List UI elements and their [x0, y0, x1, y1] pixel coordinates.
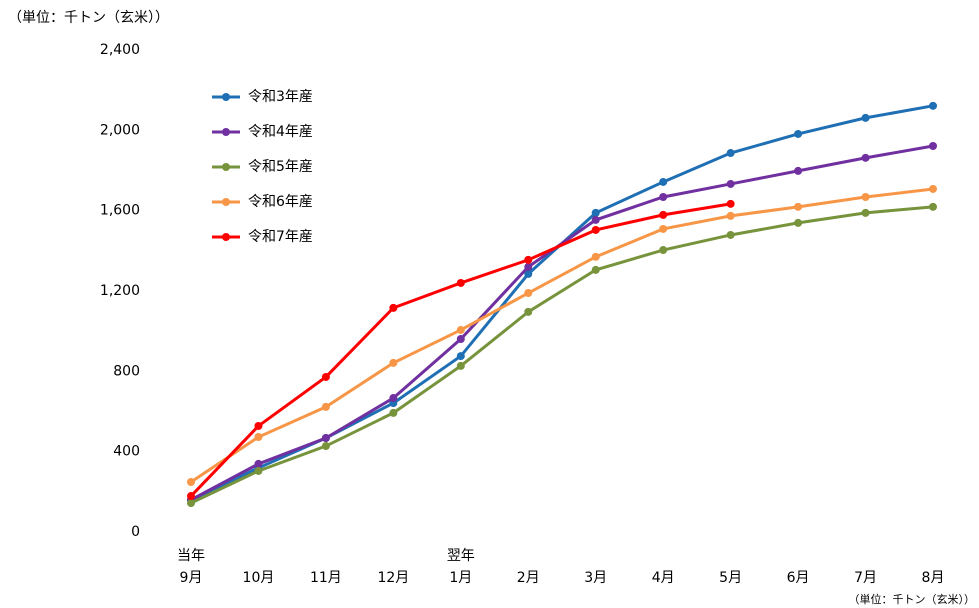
data-point — [861, 193, 870, 202]
legend-marker — [222, 163, 230, 171]
year-label: 翌年 — [447, 548, 475, 564]
data-point — [726, 179, 735, 188]
data-point — [456, 278, 465, 287]
data-point — [524, 289, 533, 298]
data-point — [591, 252, 600, 261]
data-point — [794, 202, 803, 211]
y-tick-label: 2,000 — [100, 122, 140, 138]
data-point — [389, 408, 398, 417]
unit-label: （単位：千トン（玄米）） — [8, 9, 169, 26]
data-point — [321, 442, 330, 451]
x-tick-label: 12月 — [377, 570, 409, 586]
legend-label: 令和4年産 — [248, 124, 313, 140]
data-point — [187, 477, 195, 486]
data-point — [861, 113, 870, 122]
data-point — [456, 325, 465, 334]
data-point — [659, 193, 668, 202]
x-tick-label: 4月 — [652, 570, 675, 586]
data-point — [591, 225, 600, 234]
legend-marker — [222, 93, 230, 101]
data-point — [456, 352, 465, 361]
legend-marker — [222, 233, 230, 241]
series-line — [190, 205, 934, 505]
data-point — [659, 224, 668, 233]
data-point — [726, 199, 735, 208]
data-point — [524, 262, 533, 271]
data-point — [726, 230, 735, 239]
series-line — [190, 187, 934, 484]
x-tick-label: 6月 — [787, 570, 810, 586]
data-point — [726, 211, 735, 220]
data-point — [659, 210, 668, 219]
x-tick-label: 11月 — [310, 570, 342, 586]
x-tick-label: 1月 — [449, 570, 472, 586]
data-point — [794, 218, 803, 227]
data-point — [254, 433, 263, 442]
data-point — [254, 459, 263, 468]
data-point — [726, 149, 735, 158]
data-point — [861, 208, 870, 217]
data-point — [321, 402, 330, 411]
y-tick-label: 800 — [113, 363, 140, 379]
data-point — [929, 202, 937, 211]
data-point — [254, 466, 263, 475]
data-point — [929, 101, 937, 110]
data-point — [389, 394, 398, 403]
x-tick-label: 10月 — [243, 570, 275, 586]
x-tick-label: 5月 — [719, 570, 742, 586]
y-tick-label: 1,200 — [100, 283, 140, 299]
data-point — [794, 129, 803, 138]
data-point — [456, 334, 465, 343]
data-point — [591, 265, 600, 274]
legend-label: 令和6年産 — [248, 194, 313, 210]
data-point — [861, 153, 870, 162]
data-point — [389, 303, 398, 312]
data-point — [591, 208, 600, 217]
y-tick-label: 0 — [131, 524, 140, 540]
legend-label: 令和7年産 — [248, 229, 313, 245]
y-tick-label: 1,600 — [100, 203, 140, 219]
year-label: 当年 — [177, 548, 205, 564]
x-tick-label: 7月 — [854, 570, 877, 586]
x-tick-label: 3月 — [584, 570, 607, 586]
data-point — [794, 166, 803, 175]
data-point — [187, 499, 195, 508]
data-point — [321, 372, 330, 381]
footnote: （単位：千トン（玄米）） — [849, 592, 976, 606]
y-tick-label: 400 — [113, 444, 140, 460]
legend-marker — [222, 128, 230, 136]
data-point — [389, 358, 398, 367]
data-point — [659, 177, 668, 186]
x-tick-label: 9月 — [180, 570, 203, 586]
legend-marker — [222, 198, 230, 206]
data-point — [456, 361, 465, 370]
legend-label: 令和3年産 — [248, 89, 313, 105]
data-point — [187, 492, 195, 501]
y-tick-label: 2,400 — [100, 42, 140, 58]
data-point — [524, 269, 533, 278]
data-point — [254, 421, 263, 430]
legend-label: 令和5年産 — [248, 159, 313, 175]
data-point — [929, 141, 937, 150]
x-tick-label: 8月 — [922, 570, 945, 586]
series-line — [189, 202, 731, 498]
data-point — [591, 215, 600, 224]
x-tick-label: 2月 — [517, 570, 540, 586]
data-point — [524, 255, 533, 264]
data-point — [929, 184, 937, 193]
data-point — [321, 434, 330, 443]
data-point — [659, 246, 668, 255]
data-point — [524, 307, 533, 316]
